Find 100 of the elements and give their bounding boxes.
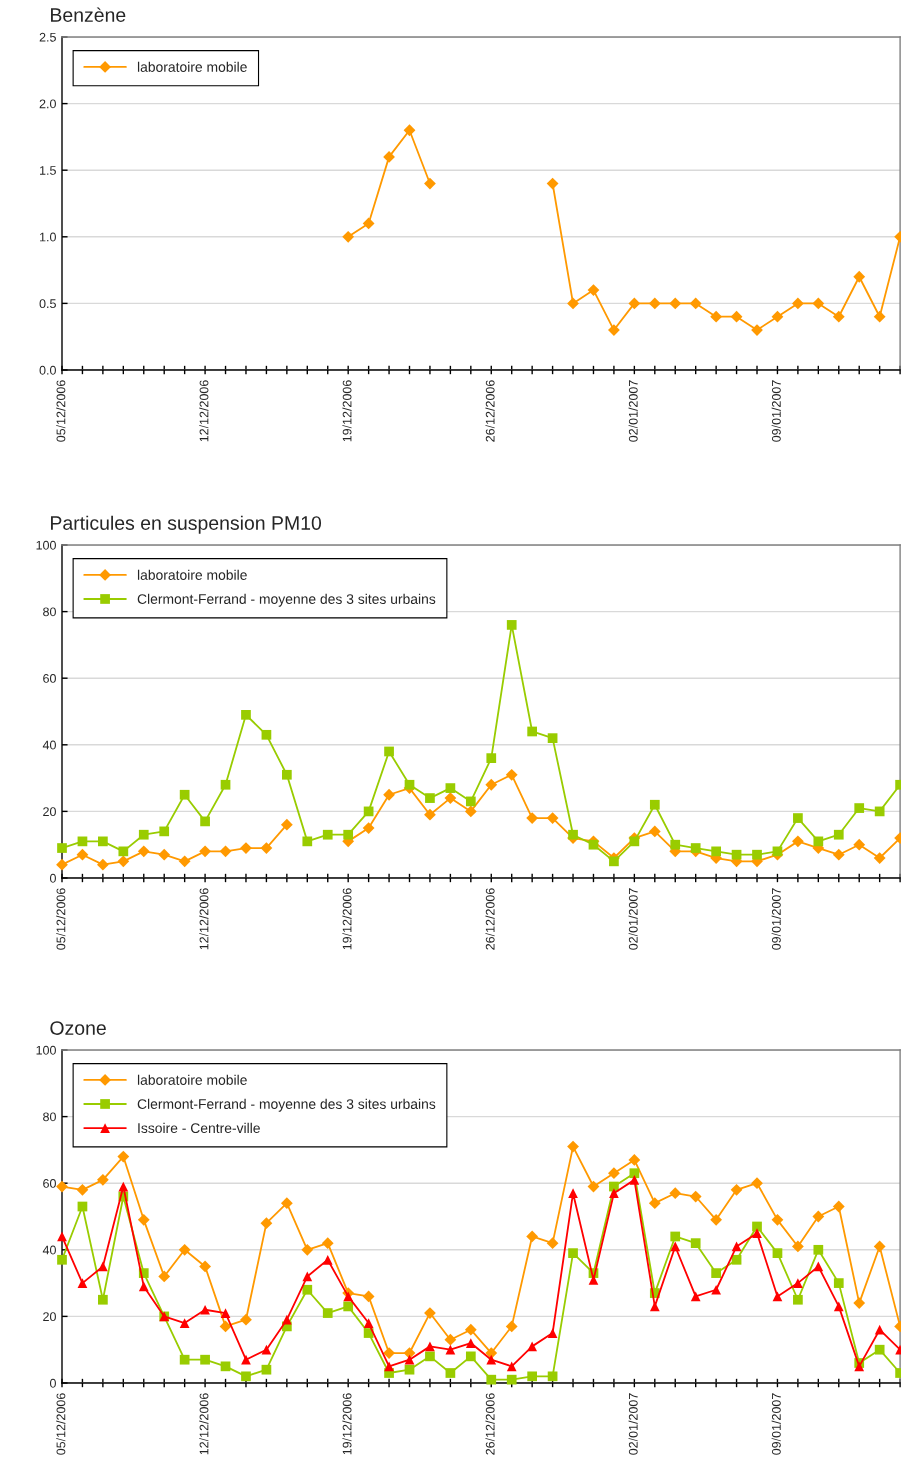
point <box>546 177 559 190</box>
point <box>383 150 395 163</box>
x-tick-label: 05/12/2006 <box>56 1393 66 1455</box>
x-tick-label: 19/12/2006 <box>342 888 352 950</box>
point <box>220 1361 231 1372</box>
point <box>711 846 721 857</box>
point <box>874 1324 885 1335</box>
point <box>670 1241 681 1252</box>
y-tick-label: 100 <box>36 540 56 550</box>
point <box>343 1301 354 1312</box>
point <box>199 845 211 858</box>
point <box>506 620 517 630</box>
y-tick-label: 40 <box>42 1245 56 1255</box>
point <box>199 1260 211 1273</box>
point <box>241 1354 251 1365</box>
point <box>690 1238 701 1248</box>
chart-title: Benzène <box>51 7 126 22</box>
point <box>854 803 865 813</box>
point <box>670 1231 681 1242</box>
x-tick-label: 05/12/2006 <box>56 380 66 442</box>
point <box>486 1354 497 1365</box>
point <box>833 829 844 840</box>
point <box>853 270 866 283</box>
point <box>301 1243 314 1256</box>
point <box>853 838 866 851</box>
y-tick-label: 100 <box>36 1045 56 1055</box>
x-tick-label: 09/01/2007 <box>771 1393 781 1455</box>
point <box>444 1333 457 1346</box>
point <box>711 1268 721 1278</box>
point <box>567 297 579 310</box>
point <box>343 829 354 840</box>
point <box>76 848 89 861</box>
y-tick-label: 1.5 <box>40 166 56 175</box>
point <box>547 1371 558 1382</box>
point <box>281 1314 292 1325</box>
point <box>138 1281 149 1292</box>
point <box>343 1291 354 1302</box>
point <box>752 1221 762 1232</box>
point <box>240 1313 252 1326</box>
point <box>832 1200 845 1213</box>
point <box>424 808 436 821</box>
x-tick-label: 19/12/2006 <box>342 1393 352 1455</box>
legend-label: Clermont-Ferrand - moyenne des 3 sites urbains <box>137 593 436 607</box>
x-tick-label: 02/01/2007 <box>628 1393 638 1455</box>
point <box>527 1371 538 1382</box>
point <box>200 816 210 827</box>
point <box>813 1244 824 1255</box>
point <box>568 1188 578 1199</box>
point <box>118 846 129 857</box>
point <box>117 855 130 868</box>
point <box>587 284 600 296</box>
point <box>793 813 803 823</box>
point <box>178 855 191 868</box>
point <box>648 1197 661 1210</box>
point <box>547 733 558 743</box>
point <box>793 1278 803 1288</box>
point <box>628 297 641 310</box>
point <box>200 1304 210 1315</box>
point <box>425 1341 435 1352</box>
point <box>506 1361 517 1372</box>
point <box>424 1307 436 1319</box>
point <box>241 1371 251 1382</box>
point <box>56 858 68 871</box>
y-tick-label: 80 <box>43 1112 56 1122</box>
point <box>302 1284 313 1295</box>
point <box>752 1228 762 1239</box>
point <box>179 1354 190 1365</box>
point <box>792 1240 804 1253</box>
point <box>547 1328 558 1338</box>
point <box>404 1354 415 1365</box>
point <box>793 1294 803 1305</box>
point <box>281 769 292 780</box>
point <box>792 835 804 848</box>
point <box>568 829 578 840</box>
point <box>608 1167 620 1180</box>
point <box>445 783 456 793</box>
legend-label: laboratoire mobile <box>137 569 247 580</box>
point <box>384 1361 394 1372</box>
point <box>362 217 375 230</box>
point <box>465 1351 476 1362</box>
point <box>98 836 108 847</box>
y-tick-label: 40 <box>42 740 56 750</box>
point <box>873 1240 886 1253</box>
point <box>608 324 620 336</box>
point <box>118 1181 129 1192</box>
point <box>178 1243 191 1256</box>
point <box>833 1278 844 1288</box>
point <box>670 839 681 850</box>
point <box>609 1188 619 1199</box>
point <box>363 1318 374 1328</box>
point <box>302 836 313 847</box>
point <box>77 1278 88 1288</box>
x-tick-label: 26/12/2006 <box>485 888 495 950</box>
point <box>527 1341 538 1352</box>
point <box>342 230 355 243</box>
point <box>546 1237 559 1250</box>
point <box>220 779 231 790</box>
point <box>200 1354 210 1365</box>
point <box>98 1261 108 1272</box>
x-tick-label: 02/01/2007 <box>628 380 638 442</box>
